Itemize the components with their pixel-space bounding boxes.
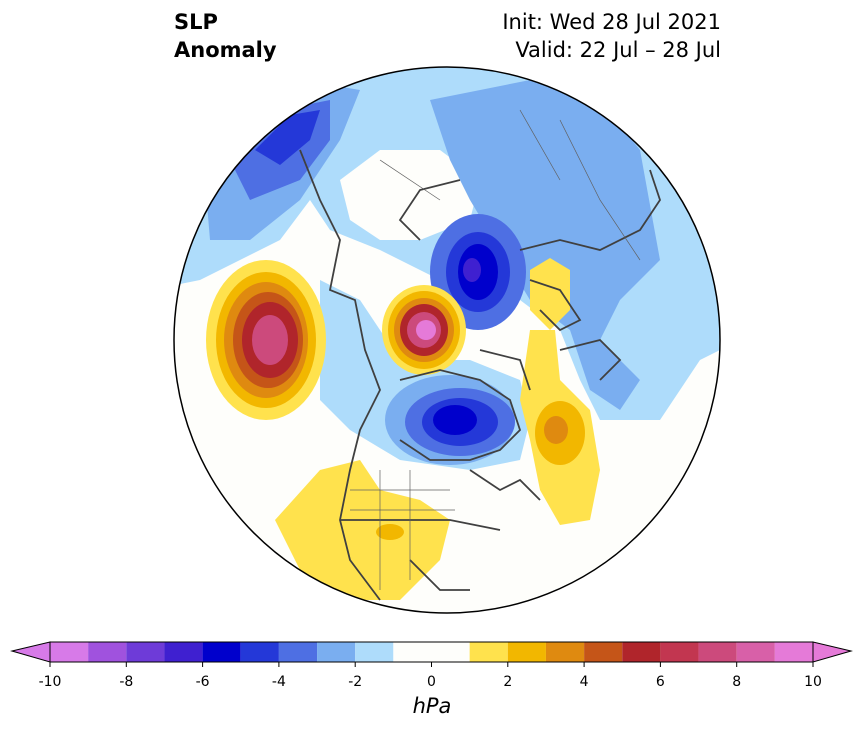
anomaly-blue-eurasia [430,80,660,410]
anomaly-white-arctic [340,150,480,240]
colorbar-tick-label: 8 [732,674,742,690]
colorbar-cell [240,642,279,662]
colorbar-cells [50,642,813,662]
colorbar-cell [202,642,241,662]
anomaly-pos-scandinavia [530,258,570,330]
valid-range: Valid: 22 Jul – 28 Jul [515,38,721,62]
colorbar-tick-label: 2 [503,674,513,690]
colorbar-tick-label: 6 [655,674,665,690]
colorbar-cell [164,642,203,662]
colorbar-cell [660,642,699,662]
colorbar-cell [774,642,813,662]
anomaly-pos-central-us [275,460,450,600]
colorbar-extend-low [10,641,51,663]
title-slp: SLP [174,10,218,34]
anomaly-deep-blue-aleutian [255,110,320,165]
colorbar-tick-label: -2 [348,674,363,690]
colorbar-tick-label: -8 [119,674,134,690]
colorbar-unit: hPa [412,694,452,718]
colorbar-cell [355,642,394,662]
colorbar-cell [507,642,546,662]
colorbar-tick-label: 0 [427,674,436,690]
anomaly-blue-siberia-peak [463,258,481,282]
globe-outline [173,66,721,614]
title-right: Init: Wed 28 Jul 2021 Valid: 22 Jul – 28… [502,8,721,64]
colorbar-cell [393,642,470,662]
coastlines [299,149,661,601]
init-date: Init: Wed 28 Jul 2021 [502,10,721,34]
colorbar-tick-label: -4 [271,674,286,690]
colorbar [10,641,853,667]
polar-map [173,66,721,614]
title-left: SLP Anomaly [174,8,277,64]
colorbar-cell [736,642,775,662]
anomaly-pos-atlantic-peak [544,416,568,444]
colorbar-cell [698,642,737,662]
colorbar-cell [50,642,89,662]
colorbar-tick-label: 10 [804,674,822,690]
colorbar-cell [545,642,585,662]
title-anomaly: Anomaly [174,38,277,62]
colorbar-cell [317,642,356,662]
colorbar-tick-label: -10 [38,674,62,690]
colorbar-cell [622,642,661,662]
colorbar-cell [88,642,127,662]
anomaly-pos-central-us-core [376,524,404,540]
anomaly-pos-alaska-6 [416,320,436,340]
borders [350,109,641,590]
anomaly-blue-hudson-core [433,405,477,435]
anomaly-pos-pacific-6 [252,315,288,365]
colorbar-cell [278,642,318,662]
colorbar-cell [469,642,508,662]
colorbar-cell [584,642,623,662]
colorbar-cell [126,642,165,662]
colorbar-extend-high [812,641,853,663]
colorbar-tick-label: -6 [195,674,210,690]
colorbar-tick-label: 4 [579,674,589,690]
